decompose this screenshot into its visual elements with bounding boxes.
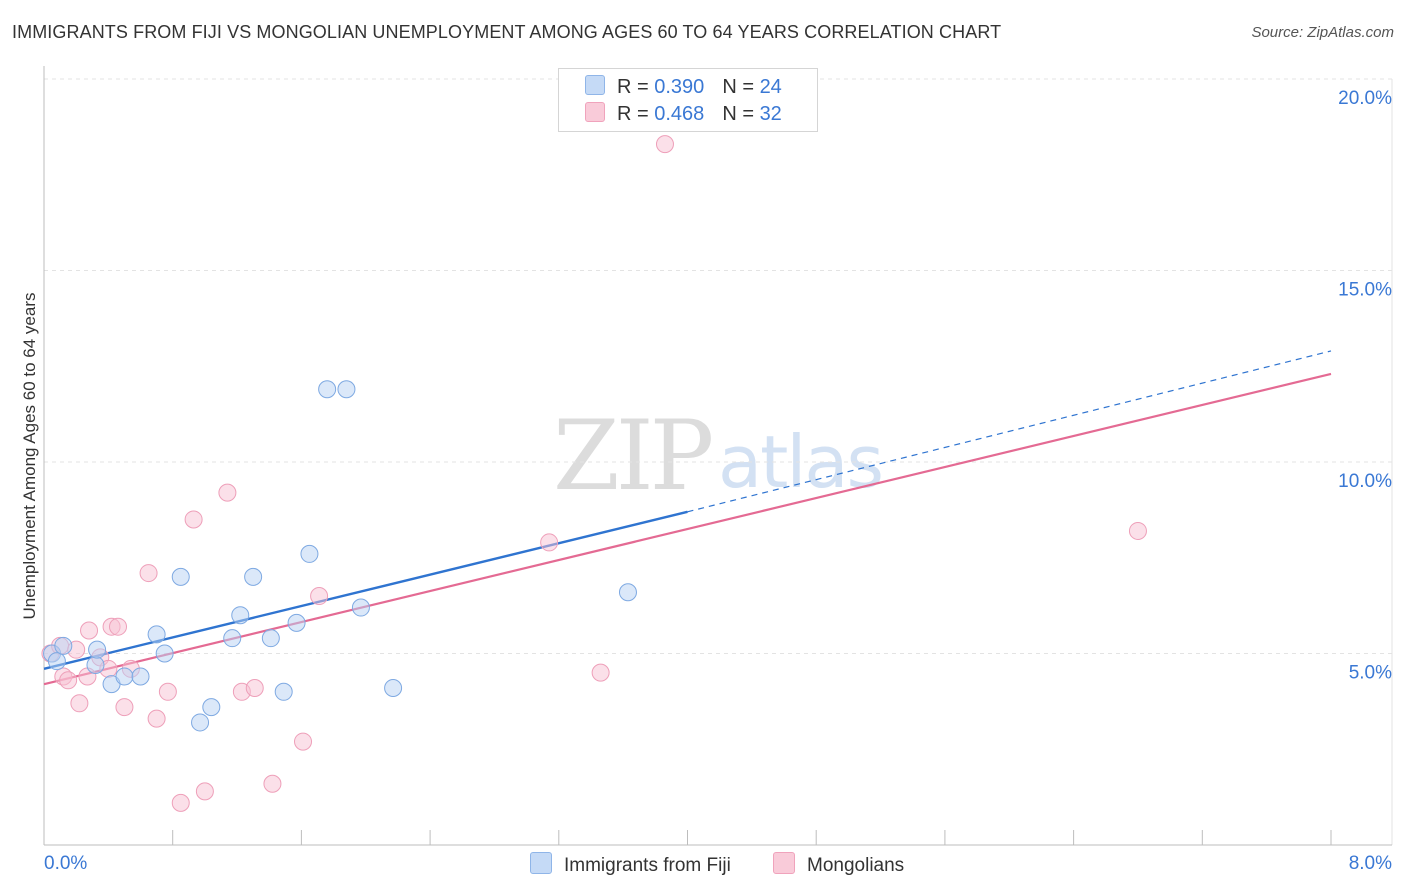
mongolians-point-27 [591,663,610,682]
mongolians-swatch [585,102,605,122]
mongolians-n-value: 32 [759,103,782,125]
y-tick-label-15: 15.0% [1338,280,1392,301]
data-points [41,135,1147,812]
mongolians-point-18 [184,510,203,529]
x-tick-label-min: 0.0% [44,853,87,874]
fiji-r-value: 0.390 [654,76,705,98]
bottom-fiji-label: Immigrants from Fiji [564,855,731,876]
fiji-point-22 [351,598,370,617]
mongolians-point-26 [540,533,559,552]
fiji-point-8 [147,625,166,644]
correlation-legend: R = 0.390 N = 24 R = 0.468 N = 32 [558,68,818,132]
mongolians-point-28 [655,135,674,154]
mongolians-point-29 [1128,521,1147,540]
fiji-n-value: 24 [759,76,782,98]
watermark-atlas: atlas [718,420,884,504]
mongolians-point-5 [70,694,89,713]
source-label: Source: ZipAtlas.com [1251,24,1394,41]
bottom-mongolians-label: Mongolians [807,855,905,876]
fiji-point-19 [300,544,319,563]
y-tick-label-5: 5.0% [1349,663,1392,684]
mongolians-point-3 [59,671,78,690]
y-tick-label-10: 10.0% [1338,471,1392,492]
fiji-point-1 [47,652,66,671]
fiji-point-17 [274,682,293,701]
watermark-zip: ZIP [553,400,714,512]
grid-lines [44,78,1393,845]
trend-lines [43,350,1332,686]
x-tick-label-max: 8.0% [1349,853,1392,874]
legend-row-mongolians: R = 0.468 N = 32 [585,102,782,126]
fiji-r-label: R = [617,76,655,98]
fiji-point-24 [618,583,637,602]
mongolians-n-label: N = [722,103,760,125]
y-tick-label-20: 20.0% [1338,88,1392,109]
mongolians-point-17 [171,793,190,812]
mongolians-trend-line [43,372,1332,686]
mongolians-point-11 [109,617,128,636]
mongolians-point-19 [195,782,214,801]
chart-title: IMMIGRANTS FROM FIJI VS MONGOLIAN UNEMPL… [12,22,1002,42]
mongolians-point-20 [218,483,237,502]
fiji-point-4 [88,640,107,659]
bottom-fiji-swatch [530,852,552,874]
fiji-point-7 [131,667,150,686]
fiji-swatch [585,75,605,95]
bottom-legend-fiji: Immigrants from Fiji [530,852,731,877]
mongolians-r-value: 0.468 [654,103,705,125]
mongolians-point-14 [139,564,158,583]
mongolians-point-16 [158,682,177,701]
mongolians-point-15 [147,709,166,728]
fiji-trend-extension [687,350,1332,513]
mongolians-point-24 [294,732,313,751]
fiji-n-label: N = [722,76,760,98]
fiji-point-12 [202,698,221,717]
mongolians-r-label: R = [617,103,655,125]
axes [43,66,1392,846]
legend-row-fiji: R = 0.390 N = 24 [585,75,782,99]
mongolians-point-12 [115,698,134,717]
fiji-point-16 [261,629,280,648]
mongolians-point-7 [80,621,99,640]
mongolians-point-22 [245,678,264,697]
fiji-point-9 [155,644,174,663]
fiji-point-11 [191,713,210,732]
bottom-legend-mongolians: Mongolians [773,852,904,877]
mongolians-point-25 [310,587,329,606]
fiji-point-6 [115,667,134,686]
tick-labels: 5.0% 10.0% 15.0% 20.0% 0.0% 8.0% [44,88,1392,874]
bottom-mongolians-swatch [773,852,795,874]
fiji-point-13 [223,629,242,648]
fiji-point-10 [171,567,190,586]
fiji-point-18 [287,613,306,632]
fiji-point-14 [231,606,250,625]
fiji-point-2 [54,636,73,655]
fiji-point-15 [244,567,263,586]
fiji-trend-line [43,510,688,670]
fiji-point-20 [318,380,337,399]
y-axis-label: Unemployment Among Ages 60 to 64 years [20,292,39,620]
fiji-point-23 [384,678,403,697]
fiji-point-3 [86,655,105,674]
fiji-point-21 [337,380,356,399]
mongolians-point-23 [263,774,282,793]
